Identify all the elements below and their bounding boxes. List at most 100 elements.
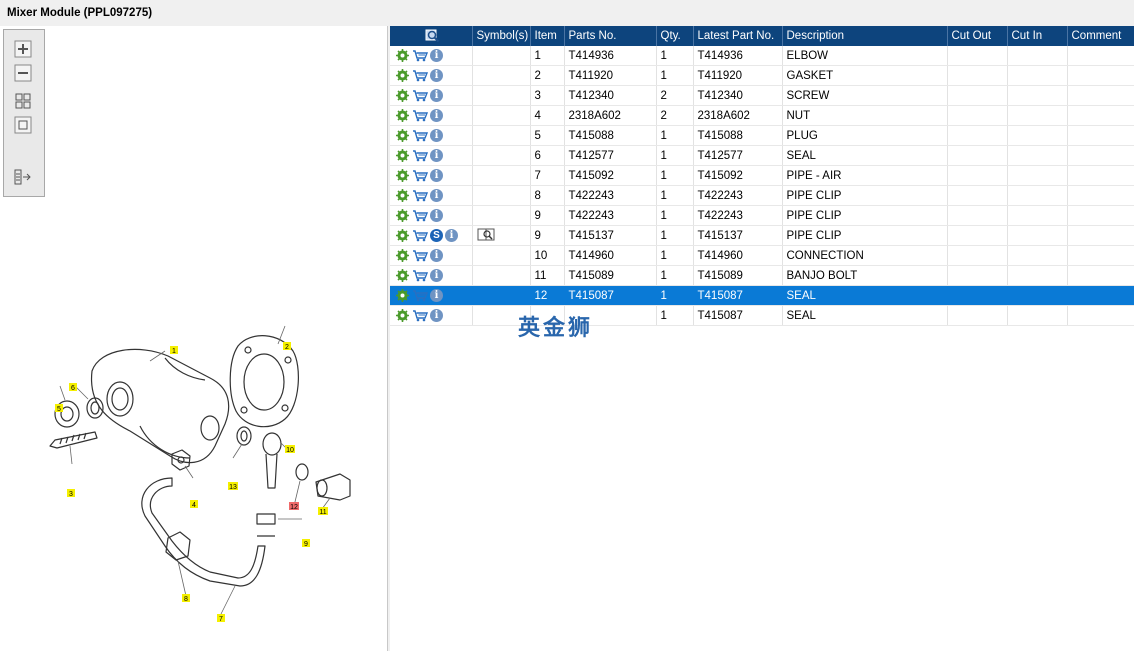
qty-cell: 1 (656, 65, 694, 86)
gear-icon[interactable] (396, 128, 410, 143)
cart-icon[interactable] (412, 289, 429, 303)
gear-icon[interactable] (396, 108, 410, 123)
cart-icon[interactable] (412, 189, 429, 203)
zoom-out-icon[interactable] (13, 64, 33, 82)
gear-icon[interactable] (396, 228, 410, 243)
latest-part-no-cell: T412577 (693, 145, 783, 166)
diagram-pane[interactable]: 1 2 3 4 5 6 7 8 9 10 11 12 13 (0, 26, 388, 651)
cart-icon[interactable] (412, 229, 429, 243)
gear-icon[interactable] (396, 288, 410, 303)
latest-part-no-cell: T414936 (693, 46, 783, 66)
parts-no-cell: T415089 (564, 265, 657, 286)
table-row[interactable]: i 1 T415087 SEAL (390, 305, 1134, 326)
fit-window-icon[interactable] (13, 116, 33, 134)
table-row[interactable]: i 8 T422243 1 T422243 PIPE CLIP (390, 185, 1134, 206)
cut-out-cell (947, 46, 1008, 66)
table-row[interactable]: i 6 T412577 1 T412577 SEAL (390, 145, 1134, 166)
item-cell: 9 (530, 205, 565, 226)
info-icon[interactable]: i (430, 169, 443, 182)
header-description[interactable]: Description (782, 26, 948, 46)
cut-in-cell (1007, 265, 1068, 286)
info-icon[interactable]: i (430, 129, 443, 142)
info-icon[interactable]: i (430, 109, 443, 122)
book-search-icon[interactable] (477, 228, 495, 242)
info-icon[interactable]: i (430, 209, 443, 222)
gear-icon[interactable] (396, 88, 410, 103)
gear-icon[interactable] (396, 188, 410, 203)
info-icon[interactable]: i (430, 149, 443, 162)
header-symbols[interactable]: Symbol(s) (472, 26, 531, 46)
header-latest-part-no[interactable]: Latest Part No. (693, 26, 783, 46)
table-row[interactable]: i 7 T415092 1 T415092 PIPE - AIR (390, 165, 1134, 186)
header-cut-out[interactable]: Cut Out (947, 26, 1008, 46)
description-cell: CONNECTION (782, 245, 948, 266)
table-row[interactable]: i 5 T415088 1 T415088 PLUG (390, 125, 1134, 146)
latest-part-no-cell: T415087 (693, 305, 783, 326)
gear-icon[interactable] (396, 168, 410, 183)
cart-icon[interactable] (412, 309, 429, 323)
s-badge-icon[interactable]: S (430, 229, 443, 242)
parts-no-cell: T412577 (564, 145, 657, 166)
cart-icon[interactable] (412, 249, 429, 263)
cut-out-cell (947, 185, 1008, 206)
symbol-cell (472, 285, 531, 306)
parts-table: Symbol(s) Item Parts No. Qty. Latest Par… (390, 26, 1134, 326)
table-row[interactable]: i 3 T412340 2 T412340 SCREW (390, 85, 1134, 106)
cart-icon[interactable] (412, 89, 429, 103)
cut-out-cell (947, 65, 1008, 86)
fit-all-icon[interactable] (13, 92, 33, 110)
cart-icon[interactable] (412, 149, 429, 163)
table-row[interactable]: i 10 T414960 1 T414960 CONNECTION (390, 245, 1134, 266)
parts-no-cell: T422243 (564, 205, 657, 226)
table-row[interactable]: i 11 T415089 1 T415089 BANJO BOLT (390, 265, 1134, 286)
cart-icon[interactable] (412, 129, 429, 143)
info-icon[interactable]: i (430, 269, 443, 282)
item-cell: 10 (530, 245, 565, 266)
info-icon[interactable]: i (430, 69, 443, 82)
table-row[interactable]: i 9 T422243 1 T422243 PIPE CLIP (390, 205, 1134, 226)
table-row[interactable]: i 4 2318A602 2 2318A602 NUT (390, 105, 1134, 126)
gear-icon[interactable] (396, 148, 410, 163)
header-comment[interactable]: Comment (1067, 26, 1134, 46)
list-arrow-icon[interactable] (13, 168, 33, 186)
header-search[interactable] (390, 26, 473, 46)
comment-cell (1067, 65, 1134, 86)
header-cut-in[interactable]: Cut In (1007, 26, 1068, 46)
info-icon[interactable]: i (430, 289, 443, 302)
cart-icon[interactable] (412, 109, 429, 123)
cart-icon[interactable] (412, 269, 429, 283)
header-parts-no[interactable]: Parts No. (564, 26, 657, 46)
info-icon[interactable]: i (430, 49, 443, 62)
parts-no-cell: T422243 (564, 185, 657, 206)
table-row[interactable]: i 12 T415087 1 T415087 SEAL (390, 285, 1134, 306)
info-icon[interactable]: i (430, 309, 443, 322)
gear-icon[interactable] (396, 48, 410, 63)
info-icon[interactable]: i (430, 89, 443, 102)
parts-no-cell (564, 305, 657, 326)
info-icon[interactable]: i (445, 229, 458, 242)
qty-cell: 2 (656, 85, 694, 106)
header-qty[interactable]: Qty. (656, 26, 694, 46)
table-row[interactable]: i 1 T414936 1 T414936 ELBOW (390, 46, 1134, 66)
info-icon[interactable]: i (430, 189, 443, 202)
info-icon[interactable]: i (430, 249, 443, 262)
table-row[interactable]: i 2 T411920 1 T411920 GASKET (390, 65, 1134, 86)
symbol-cell (472, 165, 531, 186)
comment-cell (1067, 85, 1134, 106)
gear-icon[interactable] (396, 68, 410, 83)
cart-icon[interactable] (412, 49, 429, 63)
elbow-part (90, 348, 230, 464)
cart-icon[interactable] (412, 209, 429, 223)
gear-icon[interactable] (396, 308, 410, 323)
zoom-in-icon[interactable] (13, 40, 33, 58)
cart-icon[interactable] (412, 169, 429, 183)
gear-icon[interactable] (396, 208, 410, 223)
symbol-cell (472, 46, 531, 66)
description-cell: SEAL (782, 145, 948, 166)
header-item[interactable]: Item (530, 26, 565, 46)
gear-icon[interactable] (396, 268, 410, 283)
magnifier-icon[interactable] (425, 29, 441, 43)
gear-icon[interactable] (396, 248, 410, 263)
cart-icon[interactable] (412, 69, 429, 83)
